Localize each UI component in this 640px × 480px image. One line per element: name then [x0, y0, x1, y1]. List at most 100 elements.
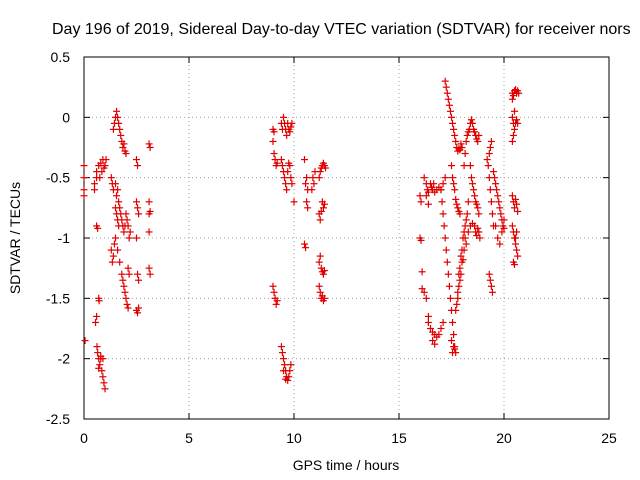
data-point — [512, 240, 520, 248]
data-point — [444, 95, 452, 103]
data-point — [308, 186, 316, 194]
data-point — [287, 174, 295, 182]
data-point — [120, 140, 128, 148]
data-point — [284, 168, 292, 176]
data-point — [487, 282, 495, 290]
data-point — [418, 268, 426, 276]
data-point — [288, 180, 296, 188]
data-point — [102, 156, 110, 164]
data-point — [100, 379, 108, 387]
data-point — [431, 340, 439, 348]
data-point — [475, 210, 483, 218]
data-point — [302, 244, 310, 252]
data-point — [309, 174, 317, 182]
data-point — [455, 282, 463, 290]
data-point — [448, 113, 455, 121]
data-point — [316, 168, 324, 176]
data-point — [448, 337, 455, 345]
data-point — [301, 156, 308, 164]
data-point — [310, 180, 318, 188]
data-point — [112, 234, 119, 242]
data-point — [316, 252, 324, 260]
data-point — [459, 256, 467, 264]
data-point — [278, 162, 286, 170]
data-point — [270, 128, 278, 136]
data-point — [286, 128, 294, 136]
data-point — [417, 236, 425, 244]
y-tick-label: -2.5 — [46, 411, 70, 427]
data-point — [469, 180, 476, 188]
data-point — [93, 343, 101, 351]
data-point — [123, 216, 131, 224]
data-point — [474, 204, 482, 212]
data-point — [444, 270, 452, 278]
data-point — [283, 186, 291, 194]
data-point — [145, 264, 153, 272]
data-point — [445, 101, 453, 109]
data-point — [451, 345, 459, 353]
data-point — [422, 294, 430, 302]
data-point — [457, 270, 465, 278]
data-point — [125, 234, 133, 242]
data-point — [437, 186, 445, 194]
data-point — [94, 224, 102, 232]
data-point — [474, 224, 482, 232]
data-point — [122, 294, 130, 302]
data-point — [467, 116, 475, 124]
data-point — [320, 294, 328, 302]
data-point — [461, 234, 469, 242]
y-tick-label: -1 — [58, 230, 71, 246]
y-tick-label: 0 — [62, 109, 70, 125]
data-point — [474, 137, 482, 145]
data-point — [108, 258, 116, 266]
chart-title: Day 196 of 2019, Sidereal Day-to-day VTE… — [52, 21, 631, 38]
data-point — [486, 144, 494, 151]
data-point — [422, 192, 430, 200]
data-point — [460, 162, 468, 170]
data-point — [316, 216, 324, 224]
data-point — [97, 159, 105, 167]
data-point — [508, 113, 516, 121]
data-point — [450, 125, 458, 133]
data-point — [487, 198, 495, 206]
data-point — [304, 204, 312, 212]
data-point — [119, 144, 127, 151]
data-point — [91, 186, 98, 194]
data-point — [469, 119, 476, 127]
x-axis-label: GPS time / hours — [293, 457, 400, 473]
data-point — [134, 162, 142, 170]
data-point — [511, 125, 518, 133]
data-point — [496, 240, 504, 248]
data-point — [508, 192, 516, 200]
data-point — [286, 162, 294, 170]
data-point — [133, 234, 140, 242]
data-point — [511, 204, 518, 212]
data-point — [464, 228, 472, 236]
data-point — [446, 107, 454, 115]
data-point — [485, 150, 493, 158]
data-point — [449, 174, 457, 182]
data-point — [416, 192, 424, 200]
data-point — [99, 355, 107, 363]
data-point — [515, 89, 523, 97]
data-point — [441, 174, 449, 182]
data-point — [454, 294, 462, 302]
data-point — [114, 113, 122, 121]
data-point — [146, 144, 154, 151]
data-point — [115, 198, 123, 206]
data-point — [485, 270, 493, 278]
data-point — [430, 180, 438, 188]
data-point — [124, 222, 132, 230]
data-point — [146, 270, 154, 278]
data-point — [118, 270, 126, 278]
x-tick-label: 25 — [601, 430, 617, 446]
data-point — [464, 198, 472, 206]
data-point — [443, 258, 451, 266]
data-point — [441, 77, 449, 85]
data-point — [126, 228, 134, 236]
data-point — [322, 164, 329, 172]
data-point — [280, 113, 287, 121]
grid-lines — [84, 57, 609, 419]
data-point — [271, 156, 279, 164]
data-point — [120, 228, 128, 236]
